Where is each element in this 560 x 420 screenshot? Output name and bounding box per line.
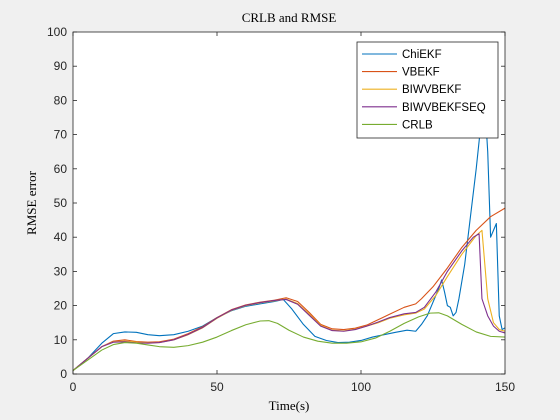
series-line-crlb: [72, 312, 506, 372]
tick-layer: 0 50 100 150 0 10 20 30 40 50 60 70 80 90 100: [47, 25, 515, 394]
y-tick-label: 50: [54, 196, 68, 210]
legend-label-biwvbekfseq: BIWVBEKFSEQ: [402, 102, 486, 114]
legend: ChiEKF VBEKF BIWVBEKF BIWVBEKFSEQ CRLB: [356, 41, 499, 139]
x-tick-label: 0: [70, 380, 77, 394]
y-tick-label: 30: [54, 264, 68, 278]
x-tick-label: 50: [210, 380, 224, 394]
legend-label-chiekf: ChiEKF: [402, 49, 442, 61]
legend-box: [356, 41, 499, 139]
y-tick-label: 10: [54, 333, 68, 347]
y-axis-label: RMSE error: [24, 170, 39, 235]
y-tick-label: 100: [47, 25, 67, 39]
y-tick-label: 90: [54, 59, 68, 73]
y-tick-label: 0: [60, 367, 67, 381]
x-axis-label: Time(s): [269, 398, 310, 413]
series-line-biwvbekfseq: [72, 233, 506, 372]
y-tick-label: 80: [54, 93, 68, 107]
x-tick-label: 100: [351, 380, 371, 394]
y-tick-label: 70: [54, 128, 68, 142]
y-tick-label: 20: [54, 299, 68, 313]
y-tick-label: 60: [54, 162, 68, 176]
chart-title: CRLB and RMSE: [242, 10, 337, 25]
legend-label-crlb: CRLB: [402, 119, 433, 131]
series-line-vbekf: [72, 207, 506, 372]
legend-label-biwvbekf: BIWVBEKF: [402, 84, 461, 96]
plot-frame: [72, 31, 506, 375]
legend-label-vbekf: VBEKF: [402, 67, 440, 79]
x-tick-label: 150: [495, 380, 515, 394]
y-tick-label: 40: [54, 230, 68, 244]
